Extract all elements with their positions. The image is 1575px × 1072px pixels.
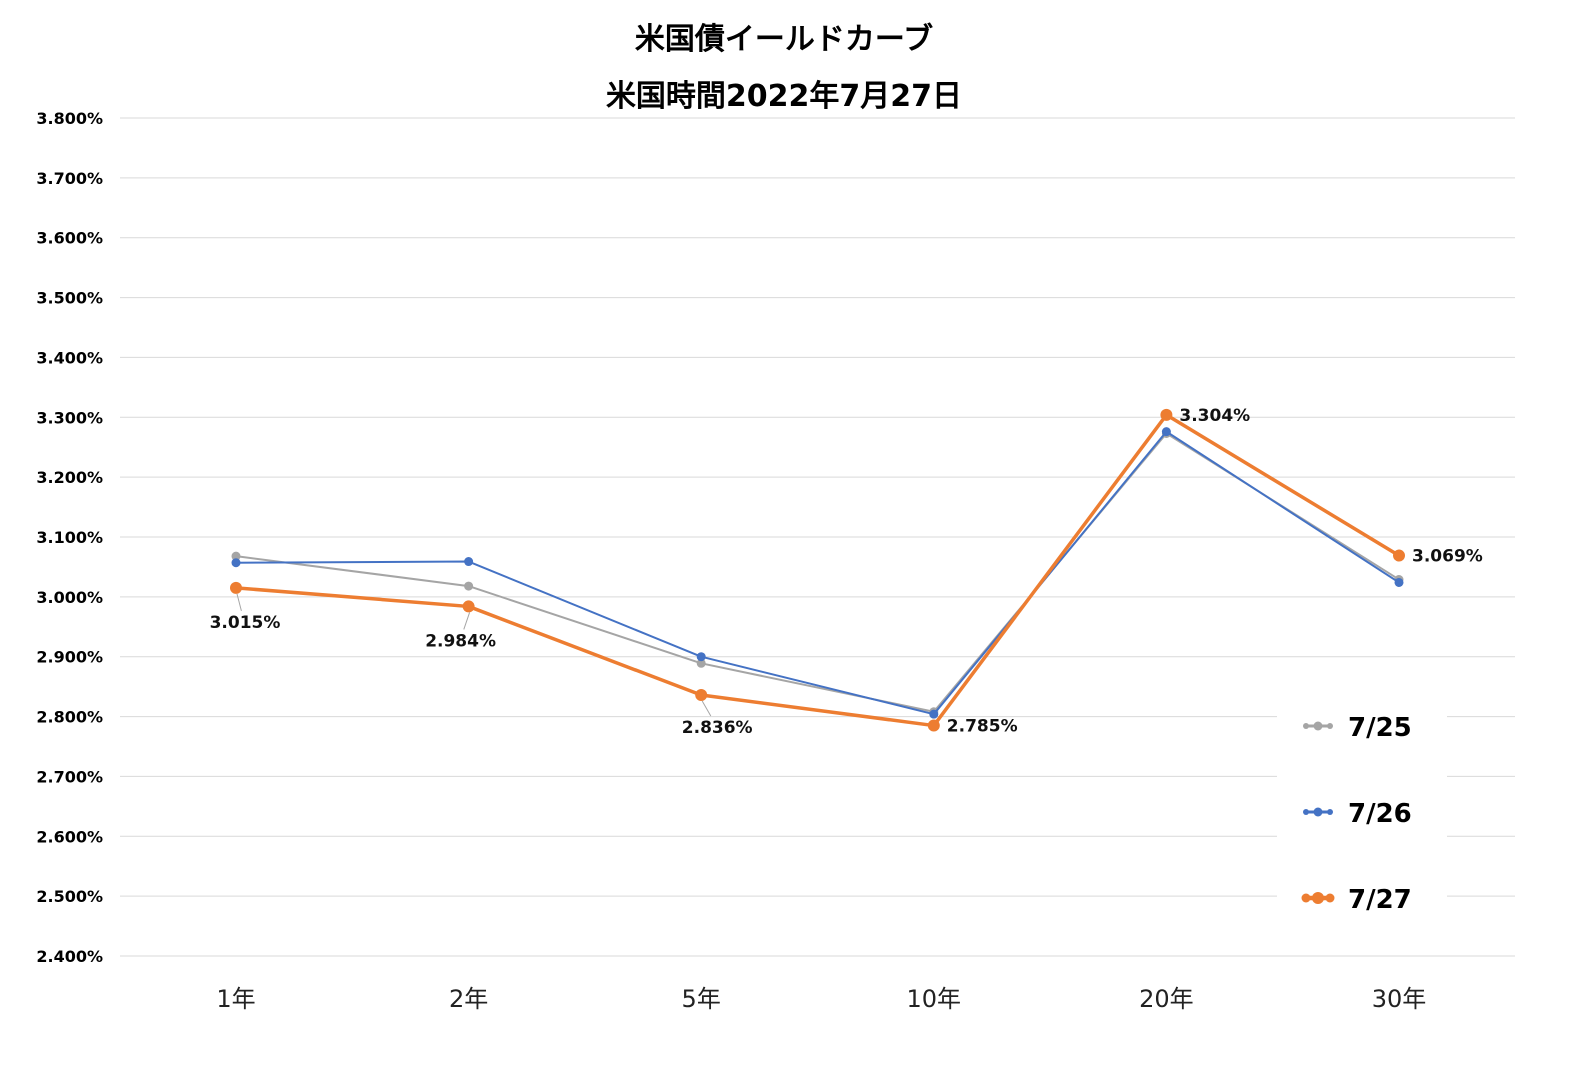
data-label: 3.069%: [1412, 547, 1483, 567]
legend-dot: [1301, 893, 1311, 903]
y-axis-ticks: 3.800% 3.700% 3.600% 3.500% 3.400% 3.300% 3.20…: [36, 109, 103, 966]
y-tick-label: 3.500%: [36, 289, 103, 308]
legend: 7/25 7/26 7/27: [1277, 690, 1447, 940]
series-7-27: [230, 408, 1405, 732]
data-label: 3.304%: [1179, 406, 1250, 426]
y-tick-label: 2.800%: [36, 708, 103, 727]
legend-dot: [1327, 809, 1333, 815]
legend-label: 7/26: [1348, 799, 1412, 829]
y-tick-label: 3.100%: [36, 528, 103, 547]
legend-dot: [1327, 723, 1333, 729]
series-line: [235, 413, 1400, 728]
data-point: [1394, 577, 1404, 587]
x-tick-label: 1年: [216, 985, 255, 1013]
data-point: [464, 581, 474, 591]
legend-label: 7/25: [1348, 713, 1412, 743]
legend-dot: [1303, 809, 1309, 815]
legend-item: 7/26: [1303, 799, 1412, 829]
chart-subtitle: 米国時間2022年7月27日: [606, 79, 962, 114]
data-point: [695, 689, 708, 702]
x-tick-label: 20年: [1139, 985, 1194, 1013]
y-tick-label: 2.900%: [36, 648, 103, 667]
data-label: 2.984%: [425, 631, 496, 651]
data-labels: 3.015% 2.984% 2.836% 2.785% 3.304% 3.069%: [210, 406, 1483, 738]
y-tick-label: 2.400%: [36, 947, 103, 966]
x-axis-ticks: 1年 2年 5年 10年 20年 30年: [216, 985, 1426, 1013]
legend-dot: [1313, 721, 1323, 731]
series-lines: [230, 408, 1405, 732]
y-tick-label: 2.600%: [36, 827, 103, 846]
y-tick-label: 3.000%: [36, 588, 103, 607]
data-label-leader: [463, 612, 471, 630]
y-tick-label: 3.800%: [36, 109, 103, 128]
y-tick-label: 3.600%: [36, 229, 103, 248]
chart-title: 米国債イールドカーブ: [635, 22, 933, 57]
data-point: [231, 558, 241, 568]
y-tick-label: 3.700%: [36, 169, 103, 188]
y-tick-label: 2.700%: [36, 767, 103, 786]
data-point: [462, 600, 475, 613]
data-point: [696, 658, 706, 668]
data-point: [464, 557, 474, 567]
series-line: [235, 430, 1400, 716]
y-tick-label: 3.400%: [36, 348, 103, 367]
y-tick-label: 3.300%: [36, 408, 103, 427]
x-tick-label: 2年: [449, 985, 488, 1013]
data-point: [1161, 427, 1171, 437]
legend-dot: [1312, 892, 1324, 904]
x-tick-label: 30年: [1372, 985, 1427, 1013]
data-point: [1160, 408, 1173, 421]
x-tick-label: 10年: [907, 985, 962, 1013]
legend-dot: [1303, 723, 1309, 729]
y-tick-label: 3.200%: [36, 468, 103, 487]
legend-dot: [1313, 807, 1323, 817]
data-point: [927, 719, 940, 732]
data-label: 2.836%: [682, 718, 753, 738]
series-7-26: [231, 427, 1404, 719]
legend-dot: [1325, 893, 1335, 903]
data-point: [1393, 549, 1405, 562]
series-line: [235, 432, 1400, 713]
data-label-leader: [701, 700, 712, 717]
legend-item: 7/25: [1303, 713, 1412, 743]
data-label: 2.785%: [947, 717, 1018, 737]
data-point: [696, 652, 706, 662]
x-tick-label: 5年: [682, 985, 721, 1013]
data-label: 3.015%: [210, 613, 281, 633]
legend-label: 7/27: [1348, 885, 1412, 915]
data-point: [231, 551, 241, 561]
legend-item: 7/27: [1301, 885, 1412, 915]
data-label-leader: [236, 593, 242, 612]
y-tick-label: 2.500%: [36, 887, 103, 906]
data-point: [929, 709, 939, 719]
data-point: [230, 581, 242, 594]
